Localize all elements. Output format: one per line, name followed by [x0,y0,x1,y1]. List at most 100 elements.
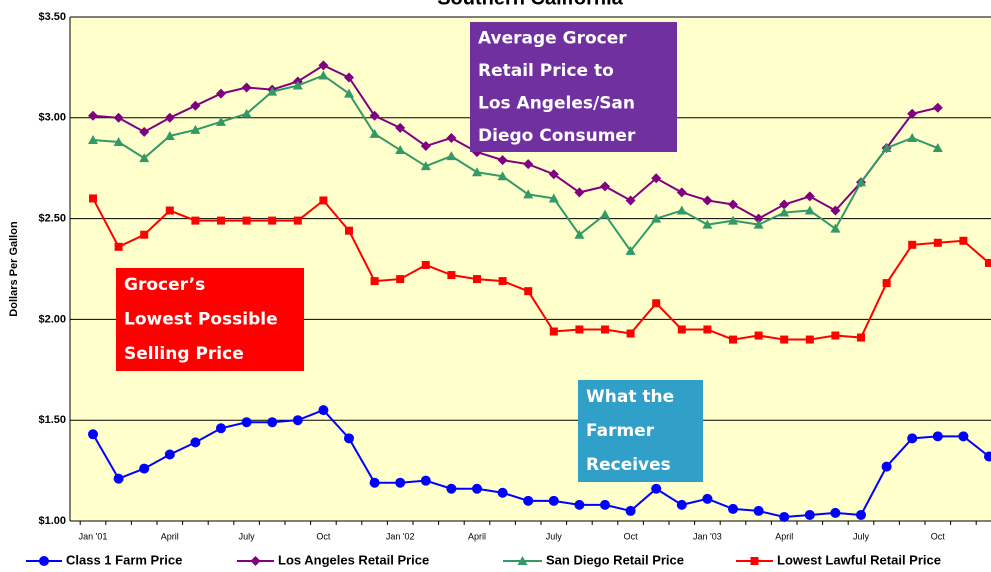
point [497,155,508,166]
point [420,141,431,152]
point [702,493,713,504]
point [267,417,278,428]
point [497,171,508,181]
point [652,299,661,308]
point [907,108,918,119]
point [88,429,98,440]
point [164,112,175,123]
point [881,143,892,153]
point [548,193,559,203]
legend-label: Lowest Lawful Retail Price [777,552,941,567]
annotation-text: Grocer’s [124,275,205,295]
series-line [92,197,990,341]
point [113,112,124,123]
point [190,437,201,448]
point [216,88,226,99]
point [344,433,354,444]
point [421,260,430,269]
point [88,110,98,121]
point [369,477,380,488]
point [750,557,759,565]
legend-label: Los Angeles Retail Price [278,552,429,567]
point [651,213,662,223]
point [344,88,354,98]
series-line [92,64,939,220]
point [268,216,277,225]
legend-label: Class 1 Farm Price [66,552,182,567]
point [779,199,790,210]
annotation-text: Lowest Possible [124,310,278,330]
point [729,335,737,344]
point [140,230,149,239]
point [548,495,559,506]
point [190,100,201,111]
point [318,70,329,80]
point [549,327,558,336]
annotation-text: Farmer [586,421,655,441]
point [113,136,124,146]
x-tick-label: April [468,531,486,541]
point [548,169,559,180]
point [523,189,534,199]
point [292,415,303,426]
point [779,511,790,522]
x-tick-label: July [853,531,870,541]
y-tick-label: $2.50 [38,213,66,225]
point [217,216,225,225]
x-tick-label: April [775,531,793,541]
point [804,509,815,520]
point [932,431,943,442]
point [728,199,738,210]
point [804,191,815,202]
point [446,151,457,161]
point [703,325,712,334]
point [830,205,841,216]
point [446,483,457,494]
point [396,275,405,284]
point [472,483,482,494]
point [420,161,431,171]
y-tick-label: $3.00 [38,112,66,124]
point [344,72,354,83]
y-tick-label: $3.50 [38,11,66,23]
point [830,507,841,518]
point [907,132,918,142]
point [985,258,991,267]
point [625,505,636,516]
point [932,102,943,113]
annotation-text: Retail Price to [478,61,614,81]
point [190,124,201,134]
point [318,60,329,71]
point [780,335,789,344]
point [164,449,175,460]
point [164,130,175,140]
point [625,195,636,206]
x-tick-label: Jan '02 [386,531,415,541]
point [114,242,123,251]
point [600,499,610,510]
point [856,509,866,520]
point [984,451,991,462]
point [907,433,918,444]
point [446,132,457,143]
point [395,477,406,488]
point [370,277,379,286]
point [856,177,866,187]
point [651,483,662,494]
point [395,145,406,155]
series-line [92,74,939,253]
point [779,207,790,217]
point [831,331,840,340]
point [395,122,406,133]
point [241,82,252,93]
point [319,196,328,205]
point [908,240,917,249]
point [447,271,456,280]
point [677,325,686,334]
point [113,473,124,484]
point [676,187,687,198]
point [523,495,534,506]
point [523,159,534,170]
point [830,223,841,233]
point [293,216,302,225]
